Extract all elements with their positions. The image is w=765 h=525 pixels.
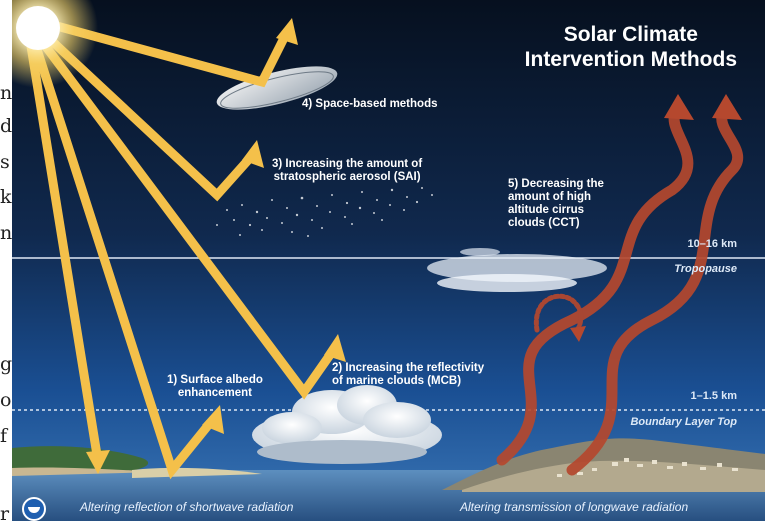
edge-letter: g bbox=[0, 353, 13, 375]
edge-letter: d bbox=[0, 115, 13, 137]
boundary-height: 1–1.5 km bbox=[690, 390, 737, 402]
edge-letter: r bbox=[0, 503, 10, 525]
method-label-sai: 3) Increasing the amount of stratospheri… bbox=[272, 158, 423, 183]
method-label-albedo: 1) Surface albedo enhancement bbox=[167, 374, 263, 399]
solar-intervention-figure: Solar Climate Intervention Methods 4) Sp… bbox=[12, 0, 765, 521]
diagram-title: Solar Climate Intervention Methods bbox=[524, 23, 737, 71]
edge-letter: n bbox=[0, 82, 13, 104]
method-label-mcb: 2) Increasing the reflectivity of marine… bbox=[332, 362, 485, 387]
edge-letter: o bbox=[0, 389, 12, 411]
noaa-logo-icon bbox=[22, 497, 46, 521]
edge-letter: s bbox=[0, 151, 10, 173]
footer-shortwave: Altering reflection of shortwave radiati… bbox=[80, 500, 294, 514]
method-label-cct: 5) Decreasing the amount of high altitud… bbox=[508, 178, 604, 229]
edge-letter: f bbox=[0, 425, 8, 447]
figure-artwork bbox=[12, 0, 765, 521]
tropopause-label: Tropopause bbox=[674, 263, 737, 275]
edge-letter: n bbox=[0, 222, 13, 244]
footer-longwave: Altering transmission of longwave radiat… bbox=[460, 500, 689, 514]
method-label-space: 4) Space-based methods bbox=[302, 98, 438, 110]
boundary-label: Boundary Layer Top bbox=[630, 416, 737, 428]
edge-letter: k bbox=[0, 186, 12, 208]
tropopause-height: 10–16 km bbox=[687, 238, 737, 250]
